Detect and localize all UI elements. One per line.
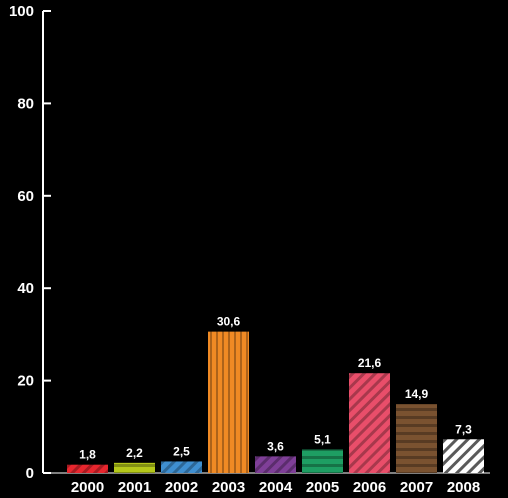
x-tick-label-2003: 2003 xyxy=(212,479,245,496)
data-label-2007: 14,9 xyxy=(405,387,429,401)
bar-2004 xyxy=(255,456,296,473)
x-tick-label-2004: 2004 xyxy=(259,479,293,496)
y-tick-label: 0 xyxy=(26,465,34,482)
data-label-2006: 21,6 xyxy=(358,356,382,370)
bar-2008 xyxy=(443,439,484,473)
data-label-2004: 3,6 xyxy=(267,439,284,453)
data-label-2000: 1,8 xyxy=(79,448,96,462)
y-tick-label: 20 xyxy=(17,373,34,390)
x-tick-label-2002: 2002 xyxy=(165,479,198,496)
bar-2000 xyxy=(67,464,108,473)
x-tick-label-2006: 2006 xyxy=(353,479,386,496)
x-axis-labels: 2000 2001 2002 2003 2004 2005 2006 2007 2008 xyxy=(71,479,480,496)
x-tick-label-2000: 2000 xyxy=(71,479,104,496)
y-tick-label: 60 xyxy=(17,188,34,205)
bar-2005 xyxy=(302,449,343,473)
bar-2002 xyxy=(161,461,202,473)
y-tick-label: 40 xyxy=(17,280,34,297)
data-label-2005: 5,1 xyxy=(314,432,331,446)
y-tick-label: 80 xyxy=(17,95,34,112)
x-tick-label-2007: 2007 xyxy=(400,479,433,496)
bars: 1,8 2,2 2,5 30,6 3,6 5,1 21,6 14,9 7,3 xyxy=(67,315,484,473)
x-tick-label-2008: 2008 xyxy=(447,479,480,496)
y-tick-label: 100 xyxy=(9,3,34,20)
x-tick-label-2005: 2005 xyxy=(306,479,339,496)
data-label-2001: 2,2 xyxy=(126,446,143,460)
data-label-2008: 7,3 xyxy=(455,422,472,436)
data-label-2003: 30,6 xyxy=(217,315,241,329)
x-tick-label-2001: 2001 xyxy=(118,479,151,496)
bar-2003 xyxy=(208,331,249,473)
bar-2007 xyxy=(396,404,437,473)
data-label-2002: 2,5 xyxy=(173,444,190,458)
bar-2006 xyxy=(349,373,390,473)
bar-2001 xyxy=(114,462,155,473)
